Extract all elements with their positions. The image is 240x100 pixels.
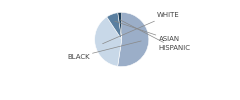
Wedge shape: [95, 17, 122, 66]
Wedge shape: [118, 12, 149, 67]
Text: BLACK: BLACK: [67, 41, 141, 60]
Wedge shape: [118, 12, 122, 40]
Text: ASIAN: ASIAN: [115, 21, 180, 42]
Text: HISPANIC: HISPANIC: [120, 20, 191, 51]
Wedge shape: [107, 13, 122, 40]
Text: WHITE: WHITE: [103, 12, 179, 44]
